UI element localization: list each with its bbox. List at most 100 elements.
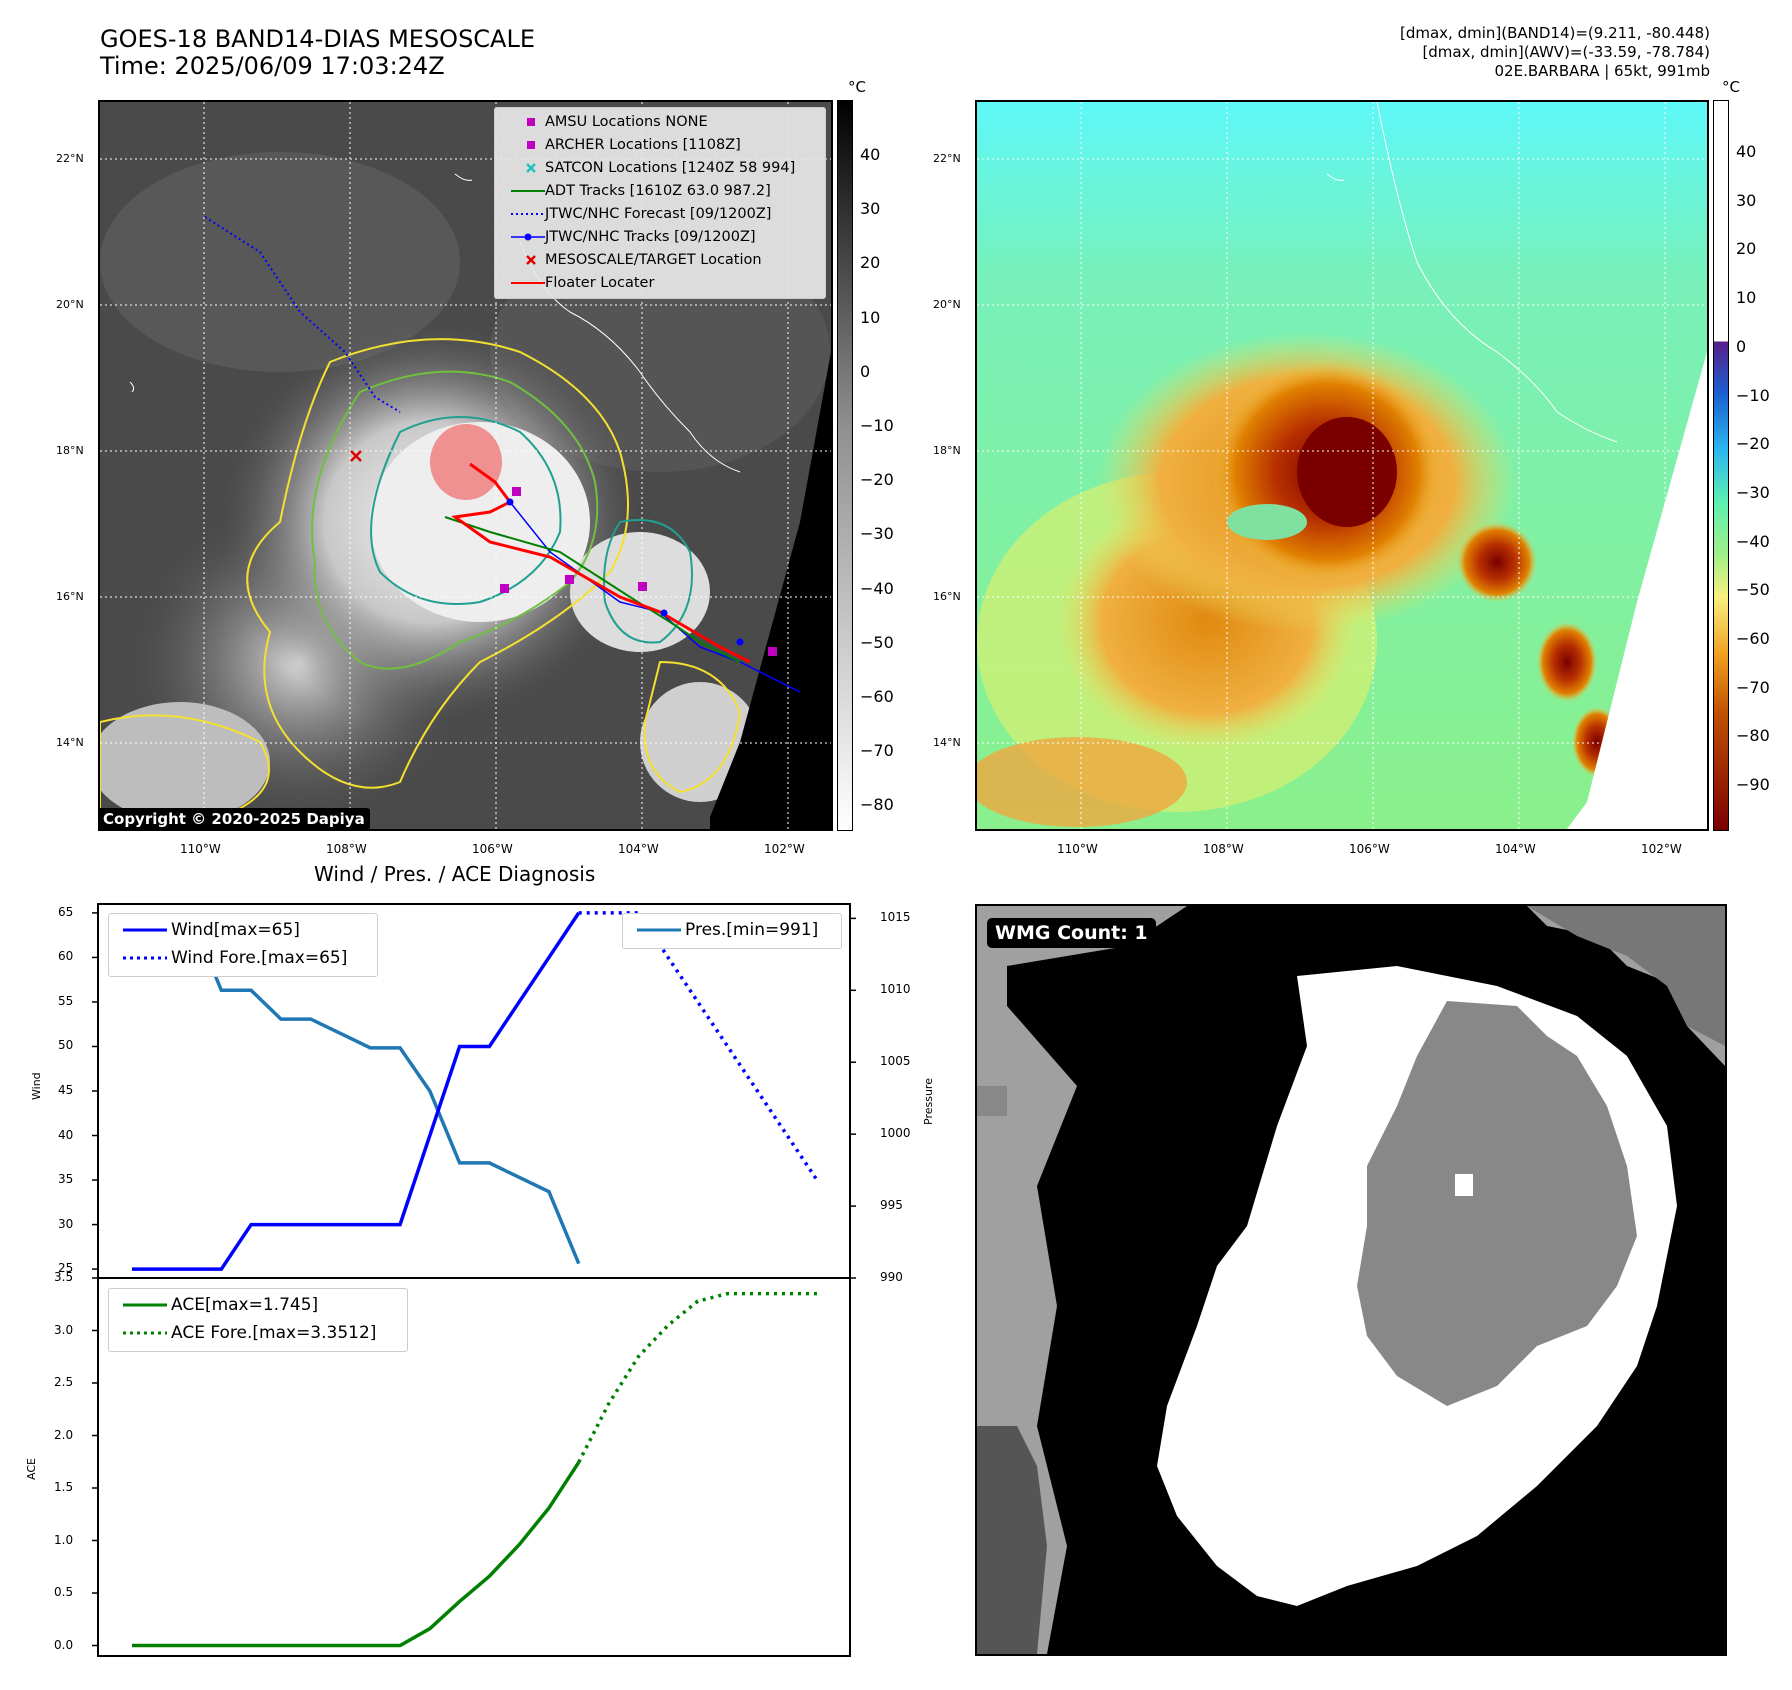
longitude-label: 108°W [326,842,367,856]
awv-colorbar-tick: −50 [1736,580,1770,600]
ir-colorbar-tick: −20 [860,470,894,490]
line-marker-icon [123,1303,167,1307]
longitude-label: 106°W [1349,842,1390,856]
stat-line-2: [dmax, dmin](AWV)=(-33.59, -78.784) [1422,43,1710,61]
pressure-tick-label: 1015 [880,910,911,925]
line-marker-icon [511,190,545,192]
ace-tick-label: 3.5 [54,1270,74,1284]
latitude-label: 22°N [56,152,84,165]
wind-tick-label: 60 [58,949,74,964]
ir-colorbar-tick: −40 [860,578,894,598]
awv-colorbar-unit: °C [1722,78,1740,96]
pressure-tick-label: 995 [880,1198,903,1213]
ir-colorbar-tick: −80 [860,795,894,815]
latitude-label: 20°N [933,298,961,311]
ir-legend: AMSU Locations NONE ARCHER Locations [11… [494,107,826,299]
pressure-legend: Pres.[min=991] [622,913,842,949]
longitude-label: 104°W [1495,842,1536,856]
pressure-tick-label: 990 [880,1270,903,1284]
latitude-label: 16°N [933,590,961,603]
longitude-label: 106°W [472,842,513,856]
line-dot-icon [511,233,545,241]
ir-colorbar-tick: 0 [860,361,871,381]
latitude-label: 20°N [56,298,84,311]
wind-tick-label: 25 [58,1261,74,1276]
latitude-label: 14°N [56,736,84,749]
wind-tick-label: 50 [58,1038,74,1053]
longitude-label: 110°W [180,842,221,856]
awv-colorbar-tick: −80 [1736,726,1770,746]
ace-axis-label: ACE [25,1458,38,1480]
awv-satellite-panel [975,100,1709,831]
ir-colorbar-tick: 10 [860,307,881,327]
line-marker-icon [637,928,681,932]
awv-colorbar-tick: −20 [1736,434,1770,454]
pressure-axis-label: Pressure [922,1078,935,1125]
wind-tick-label: 45 [58,1083,74,1097]
awv-colorbar-tick: 40 [1736,142,1757,161]
stats-block: [dmax, dmin](BAND14)=(9.211, -80.448) [d… [1400,24,1710,81]
wind-forecast-series-line [578,911,819,1182]
awv-colorbar-tick: −90 [1736,775,1770,795]
wmg-panel [975,904,1727,1656]
ace-tick-label: 0.0 [54,1637,74,1652]
ir-colorbar-tick: 30 [860,199,881,219]
awv-colorbar-tick: −70 [1736,677,1770,697]
pressure-tick-label: 1000 [880,1126,911,1141]
awv-colorbar-tick: −40 [1736,531,1770,551]
pressure-tick-label: 1005 [880,1054,911,1069]
ir-colorbar-tick: −30 [860,524,894,544]
longitude-label: 110°W [1057,842,1098,856]
ace-tick-label: 2.0 [54,1427,74,1442]
wind-tick-label: 40 [58,1127,74,1142]
ace-tick-label: 2.5 [54,1375,74,1389]
wind-axis-label: Wind [30,1072,43,1100]
x-marker-icon [526,255,536,265]
ace-tick-label: 3.0 [54,1322,74,1337]
square-marker-icon [527,118,535,126]
wmg-count-badge: WMG Count: 1 [987,918,1156,948]
wind-tick-label: 30 [58,1216,74,1231]
title-line-2: Time: 2025/06/09 17:03:24Z [100,52,445,80]
ir-colorbar-unit: °C [848,78,866,96]
latitude-label: 18°N [56,444,84,457]
latitude-label: 14°N [933,736,961,749]
awv-colorbar-tick: 10 [1736,288,1757,308]
stat-line-1: [dmax, dmin](BAND14)=(9.211, -80.448) [1399,24,1710,42]
ace-tick-label: 1.5 [54,1480,74,1494]
wind-tick-label: 55 [58,993,74,1008]
ir-colorbar-tick: −70 [860,741,894,761]
awv-colorbar-tick: 20 [1736,239,1757,259]
wmg-image [977,906,1725,1654]
square-marker-icon [527,141,535,149]
latitude-label: 22°N [933,152,961,165]
dotted-line-icon [511,213,545,215]
awv-colorbar-tick: −60 [1736,629,1770,648]
diag-title: Wind / Pres. / ACE Diagnosis [314,862,596,886]
awv-colorbar-tick: 0 [1736,336,1747,356]
ace-legend: ACE[max=1.745] ACE Fore.[max=3.3512] [108,1288,408,1352]
ir-colorbar-tick: −10 [860,416,894,435]
longitude-label: 102°W [764,842,805,856]
ace-tick-label: 0.5 [54,1585,74,1599]
dotted-line-icon [123,956,167,960]
ir-colorbar [837,100,853,831]
title-line-1: GOES-18 BAND14-DIAS MESOSCALE [100,25,536,53]
wind-tick-label: 65 [58,904,74,919]
wind-tick-label: 35 [58,1172,74,1187]
awv-colorbar-tick: 30 [1736,190,1757,210]
ir-colorbar-tick: 20 [860,253,881,273]
diag-chart [92,903,856,1657]
ir-colorbar-tick: 40 [860,145,881,164]
ace-series-line [132,1461,581,1648]
dotted-line-icon [123,1331,167,1335]
latitude-label: 18°N [933,444,961,457]
x-marker-icon [526,163,536,173]
longitude-label: 108°W [1203,842,1244,856]
wind-legend: Wind[max=65] Wind Fore.[max=65] [108,913,378,977]
longitude-label: 104°W [618,842,659,856]
awv-colorbar [1713,100,1729,831]
latitude-label: 16°N [56,590,84,603]
figure-title: GOES-18 BAND14-DIAS MESOSCALE Time: 2025… [100,26,535,80]
stat-line-3: 02E.BARBARA | 65kt, 991mb [1494,62,1710,80]
